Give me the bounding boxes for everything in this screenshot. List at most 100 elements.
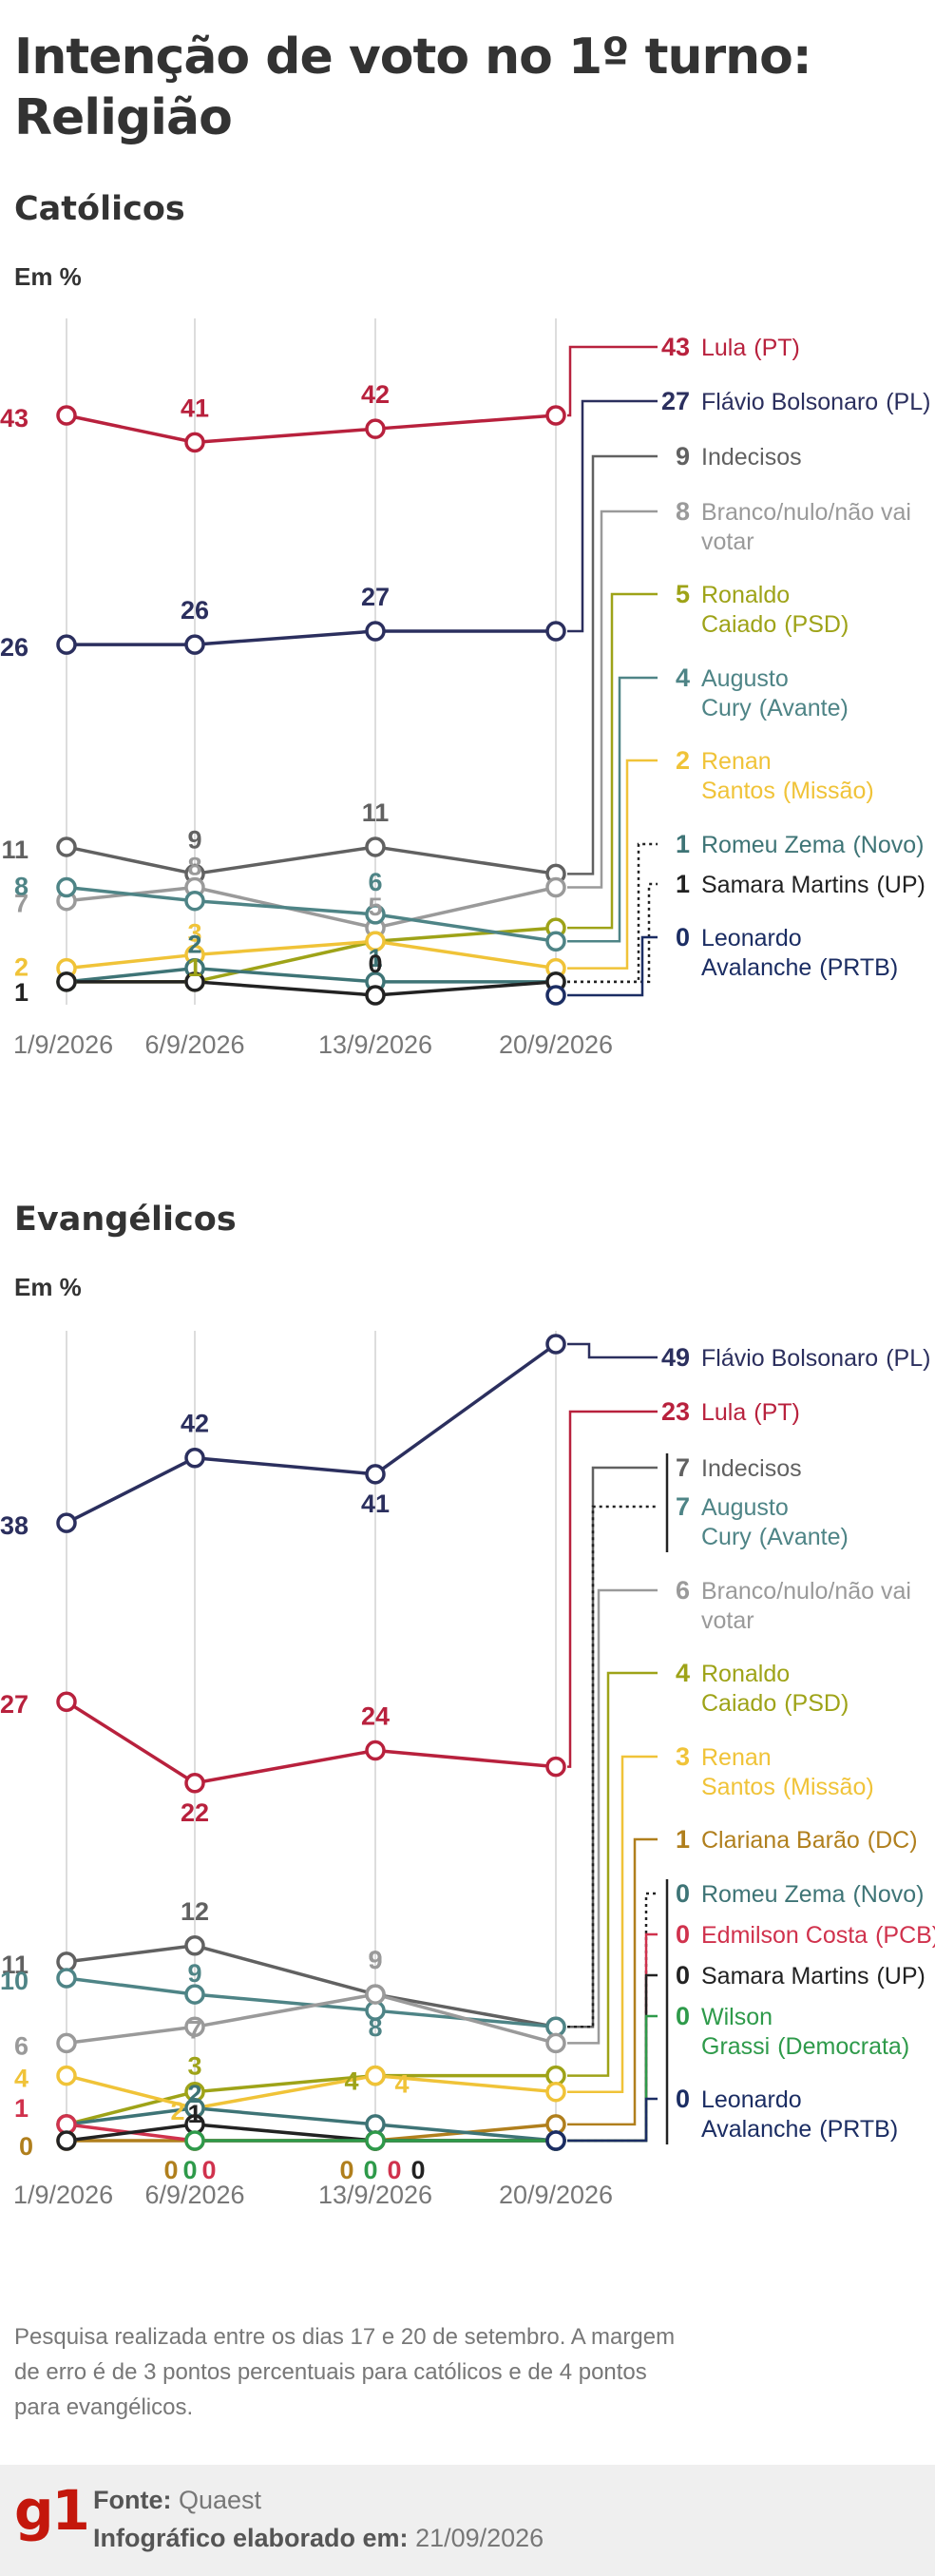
marker-leonardo-avalanche [545, 2130, 566, 2151]
data-label-clariana-barao: 0 [19, 2132, 33, 2161]
connector-augusto-cury [567, 676, 658, 943]
marker-lula [365, 418, 386, 439]
data-label-indecisos: 11 [362, 798, 390, 827]
data-label-samara-martins: 0 [368, 950, 382, 978]
marker-samara-martins [56, 971, 77, 992]
legend-party: (PL) [886, 389, 930, 415]
legend-name-leonardo-avalanche: Leonardo Avalanche (PRTB) [701, 2086, 898, 2143]
legend-value-leonardo-avalanche: 0 [676, 923, 690, 952]
connector-wilson-grassi [567, 2014, 658, 2143]
legend-value-lula: 23 [661, 1397, 690, 1426]
legend-name-text: Indecisos [701, 1455, 802, 1482]
legend-name-flavio-bolsonaro: Flávio Bolsonaro (PL) [701, 389, 930, 415]
marker-edmilson-costa [56, 2114, 77, 2135]
legend-name-line: votar [701, 529, 754, 555]
legend-name-lula: Lula (PT) [701, 1399, 800, 1426]
legend-name-line: Leonardo [701, 2086, 802, 2113]
series-line-augusto-cury [66, 1976, 557, 2029]
legend-name-text: Samara Martins [701, 1963, 868, 1990]
legend-name-line: Avalanche [701, 2116, 811, 2143]
marker-flavio-bolsonaro [365, 621, 386, 642]
legend-name-line: Leonardo [701, 925, 802, 952]
marker-leonardo-avalanche [545, 985, 566, 1006]
marker-renan-santos [545, 2081, 566, 2103]
legend-name-line: Avalanche [701, 954, 811, 981]
legend-name-line: Cury [701, 695, 752, 721]
connector-renan-santos [567, 1755, 658, 2093]
legend-name-augusto-cury: Augusto Cury (Avante) [701, 1494, 849, 1550]
legend-name-line: Santos [701, 1774, 775, 1800]
legend-value-indecisos: 9 [676, 442, 690, 471]
data-label-branco-nulo-nao-vai-votar: 6 [14, 2031, 29, 2060]
legend-name-branco-nulo-nao-vai-votar: Branco/nulo/não vai votar [701, 499, 911, 555]
data-label-clariana-barao: 0 [163, 2156, 178, 2184]
date-value: 21/09/2026 [415, 2524, 544, 2552]
series-line-lula [66, 1700, 557, 1785]
legend-party: (PSD) [784, 611, 849, 638]
legend-name-text: Romeu Zema [701, 832, 846, 858]
series-line-branco-nulo-nao-vai-votar [66, 1992, 557, 2046]
connector-branco-nulo-nao-vai-votar [567, 509, 658, 889]
legend-name-text: Lula [701, 1399, 746, 1426]
legend-party: (PT) [754, 1399, 800, 1426]
legend-party: (Novo) [852, 832, 924, 858]
data-label-renan-santos: 2 [170, 2097, 184, 2125]
x-tick-label: 1/9/2026 [13, 2181, 113, 2209]
x-tick-label: 1/9/2026 [13, 1030, 113, 1059]
marker-flavio-bolsonaro [365, 1464, 386, 1485]
legend-name-line: votar [701, 1607, 754, 1634]
legend-party: (Democrata) [777, 2033, 909, 2060]
data-label-samara-martins: 0 [410, 2156, 425, 2184]
data-label-renan-santos: 4 [14, 2065, 29, 2093]
legend-party: (Missão) [783, 1774, 874, 1800]
data-label-ronaldo-caiado: 3 [187, 2052, 201, 2081]
unit-label-evangelicos: Em % [14, 1273, 82, 1301]
connector-lula [567, 1410, 658, 1768]
legend-name-indecisos: Indecisos [701, 444, 802, 471]
line-chart-evangelicos: 1/9/2026 6/9/2026 13/9/2026 20/9/2026384241… [0, 1331, 935, 2209]
legend-name-clariana-barao: Clariana Barão (DC) [701, 1827, 918, 1854]
marker-lula [56, 1691, 77, 1712]
legend-party: (Novo) [852, 1881, 924, 1908]
connector-ronaldo-caiado [567, 1671, 658, 2077]
data-label-augusto-cury: 8 [368, 2013, 382, 2042]
marker-clariana-barao [545, 2114, 566, 2135]
data-label-lula: 42 [361, 380, 390, 409]
legend-value-leonardo-avalanche: 0 [676, 2085, 690, 2113]
marker-lula [545, 405, 566, 426]
legend-name-renan-santos: Renan Santos (Missão) [701, 1744, 874, 1800]
legend-name-text: Samara Martins [701, 872, 868, 898]
legend-value-augusto-cury: 4 [676, 663, 690, 692]
x-tick-label: 6/9/2026 [144, 2181, 244, 2209]
connector-samara-martins [567, 1973, 658, 2143]
connector-branco-nulo-nao-vai-votar [567, 1588, 658, 2045]
marker-indecisos [56, 836, 77, 857]
marker-indecisos [56, 1951, 77, 1972]
data-label-renan-santos: 2 [14, 953, 29, 982]
series-line-renan-santos [66, 2073, 557, 2110]
series-line-flavio-bolsonaro [66, 1342, 558, 1525]
legend-name-romeu-zema: Romeu Zema (Novo) [701, 832, 924, 858]
legend-value-flavio-bolsonaro: 49 [661, 1343, 690, 1372]
legend-name-samara-martins: Samara Martins (UP) [701, 1963, 925, 1990]
data-label-flavio-bolsonaro: 27 [361, 583, 390, 611]
marker-branco-nulo-nao-vai-votar [545, 876, 566, 898]
legend-value-lula: 43 [661, 333, 690, 361]
marker-renan-santos [365, 2065, 386, 2086]
unit-label-catolicos: Em % [14, 262, 82, 291]
data-label-branco-nulo-nao-vai-votar: 7 [187, 2015, 201, 2044]
x-tick-label: 13/9/2026 [318, 1030, 432, 1059]
data-label-augusto-cury: 10 [0, 1967, 29, 1995]
connector-edmilson-costa [567, 1932, 658, 2143]
x-tick-label: 20/9/2026 [499, 2181, 613, 2209]
connector-augusto-cury [567, 1505, 658, 2028]
legend-party: (Avante) [759, 695, 849, 721]
marker-indecisos [184, 1935, 205, 1956]
marker-augusto-cury [365, 904, 386, 925]
marker-romeu-zema [365, 2114, 386, 2135]
date-label: Infográfico elaborado em: [93, 2524, 409, 2552]
data-label-edmilson-costa: 1 [14, 2094, 29, 2123]
connector-indecisos [567, 454, 658, 875]
series-line-renan-santos [66, 939, 557, 971]
data-label-branco-nulo-nao-vai-votar: 5 [368, 893, 382, 921]
